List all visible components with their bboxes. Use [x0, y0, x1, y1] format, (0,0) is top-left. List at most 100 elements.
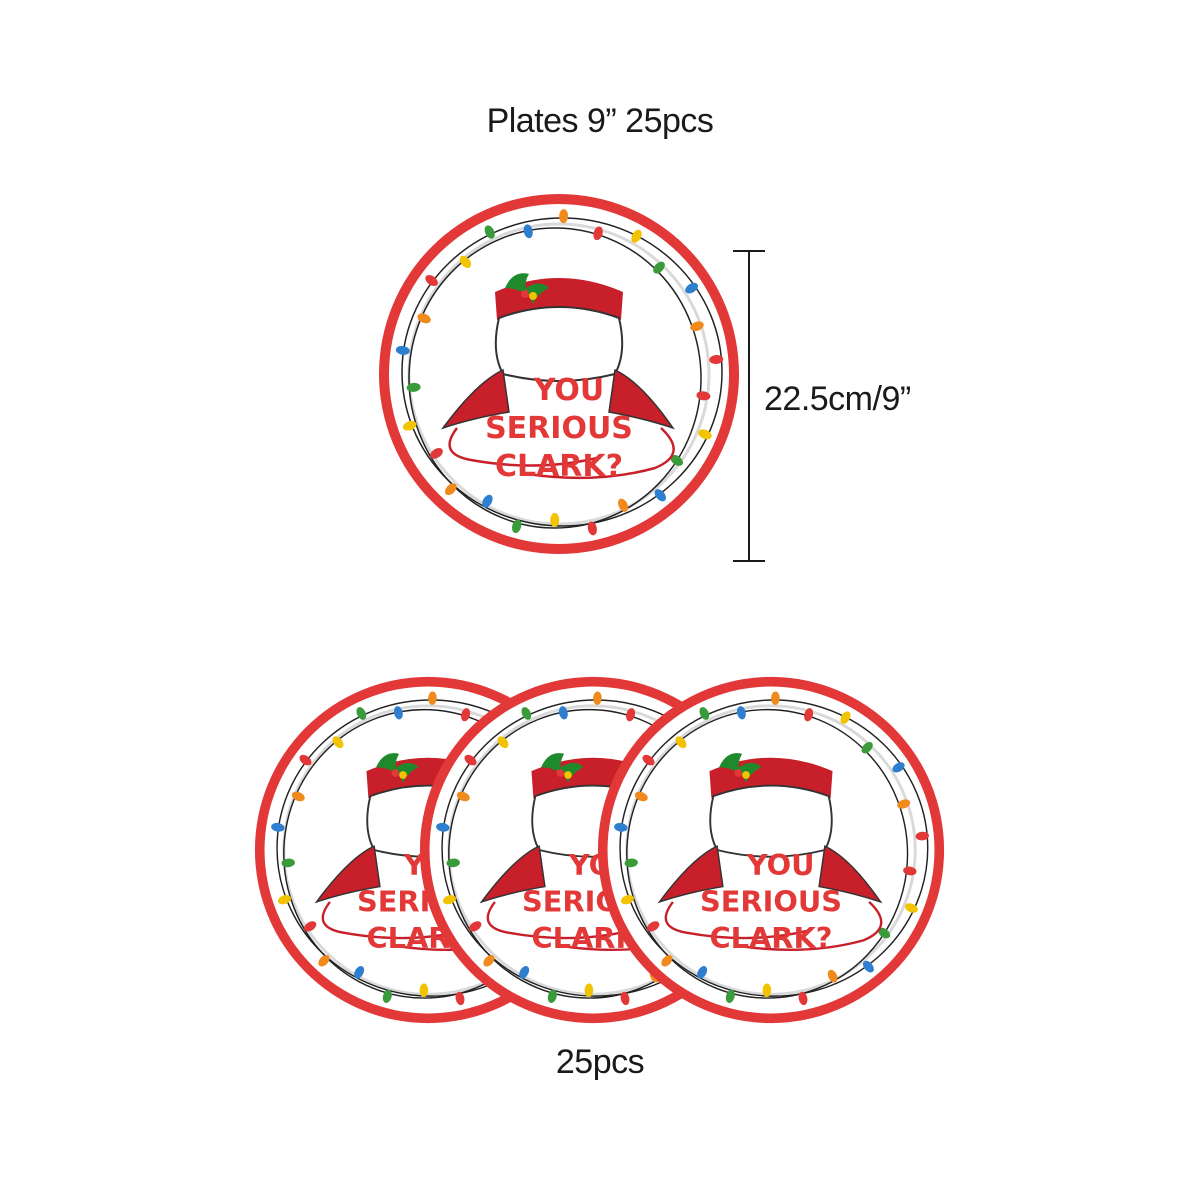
light-bulb-icon	[670, 454, 683, 466]
light-bulb-icon	[291, 791, 305, 802]
light-bulb-icon	[430, 448, 443, 459]
light-bulb-icon	[618, 498, 629, 512]
light-bulb-icon	[395, 345, 410, 355]
light-bulb-icon	[634, 791, 648, 802]
holly-leaf-icon	[719, 753, 743, 774]
hat-string	[740, 901, 883, 952]
light-bulb-icon	[281, 858, 295, 868]
light-bulb-icon	[584, 983, 594, 998]
light-bulb-icon	[661, 955, 673, 967]
light-bulb-icon	[762, 983, 772, 998]
light-bulb-icon	[804, 708, 814, 722]
light-bulb-icon	[356, 707, 367, 720]
light-bulb-icon	[406, 382, 421, 392]
light-bulb-icon	[393, 706, 403, 720]
light-bulb-icon	[419, 983, 429, 998]
light-bulb-icon	[892, 762, 905, 773]
hat-flap-right	[818, 845, 883, 904]
light-bulb-icon	[482, 494, 493, 508]
light-bulb-icon	[461, 708, 471, 722]
light-bulb-icon	[861, 741, 873, 754]
light-bulb-icon	[653, 261, 665, 274]
light-bulb-icon	[332, 736, 344, 749]
hat-flap-left	[657, 845, 724, 904]
light-bulb-icon	[550, 512, 560, 527]
light-bulb-icon	[903, 866, 917, 876]
light-bulb-icon	[736, 706, 746, 720]
light-bulb-icon	[675, 736, 687, 749]
light-bulb-icon	[425, 274, 438, 287]
light-bulb-icon	[697, 966, 708, 979]
light-bulb-icon	[455, 991, 465, 1006]
light-wire	[626, 708, 909, 999]
light-bulb-icon	[483, 955, 495, 967]
light-bulb-icon	[878, 927, 891, 939]
light-bulb-icon	[428, 691, 437, 705]
plate-stack-right: YOU SERIOUS CLARK?	[596, 675, 946, 1025]
light-bulb-icon	[685, 282, 698, 294]
light-bulb-icon	[446, 858, 460, 868]
light-bulb-icon	[798, 991, 808, 1006]
light-bulb-icon	[631, 229, 642, 243]
dimension-bar-bottom	[733, 560, 765, 562]
title-caption: Plates 9” 25pcs	[486, 102, 714, 140]
light-bulb-icon	[626, 708, 636, 722]
light-bulb-icon	[484, 225, 495, 239]
plate-text-line-2: SERIOUS	[700, 885, 842, 919]
hat-string	[321, 901, 465, 940]
hat-string	[448, 427, 598, 467]
light-bulb-icon	[444, 483, 457, 496]
light-bulb-icon	[915, 831, 929, 841]
holly-leaf-icon	[541, 753, 565, 774]
holly-berry-icon	[734, 769, 743, 777]
light-bulb-icon	[709, 354, 724, 365]
light-bulb-icon	[690, 321, 704, 332]
light-bulb-icon	[304, 921, 317, 932]
light-bulb-icon	[698, 429, 712, 440]
light-bulb-icon	[511, 519, 522, 534]
holly-berry-icon	[521, 290, 529, 298]
hat-fur	[709, 784, 833, 858]
holly-leaf-icon	[376, 753, 400, 774]
light-bulb-icon	[354, 966, 365, 979]
holly-berry-icon	[391, 769, 400, 777]
hat-flap-left	[314, 845, 381, 904]
light-bulb-icon	[725, 989, 735, 1003]
hat-string	[486, 901, 630, 940]
light-bulb-icon	[299, 754, 312, 766]
light-wire	[408, 227, 702, 529]
size-caption: 22.5cm/9”	[764, 380, 911, 418]
holly-berry-icon	[564, 771, 572, 779]
plate-text-line-3: CLARK?	[709, 921, 832, 955]
light-bulb-icon	[624, 858, 638, 868]
light-bulb-icon	[318, 955, 330, 967]
plate-text-line-2: SERIOUS	[485, 411, 633, 446]
hat-flap-left	[440, 368, 510, 430]
light-bulb-icon	[620, 991, 630, 1006]
light-bulb-icon	[277, 895, 291, 905]
hat-string	[664, 901, 808, 940]
light-bulb-icon	[771, 691, 780, 705]
plate-main: YOU SERIOUS CLARK?	[377, 192, 741, 556]
light-bulb-icon	[559, 209, 569, 224]
holly-berry-icon	[742, 771, 750, 779]
plate-text-line-1: YOU	[533, 373, 605, 408]
light-bulb-icon	[642, 754, 655, 766]
holly-berry-icon	[399, 771, 407, 779]
hat-flap-left	[479, 845, 546, 904]
hat-fur	[494, 306, 624, 382]
light-bulb-icon	[696, 391, 711, 401]
light-bulb-icon	[497, 736, 509, 749]
light-bulb-icon	[382, 989, 392, 1003]
light-bulb-icon	[402, 420, 417, 431]
light-bulb-icon	[827, 969, 838, 983]
light-bulb-icon	[654, 489, 666, 502]
light-bulb-icon	[464, 754, 477, 766]
light-bulb-icon	[593, 691, 602, 705]
light-bulb-icon	[647, 921, 660, 932]
light-bulb-icon	[620, 895, 634, 905]
light-bulb-icon	[547, 989, 557, 1003]
plate-text-line-1: YOU	[746, 848, 815, 882]
